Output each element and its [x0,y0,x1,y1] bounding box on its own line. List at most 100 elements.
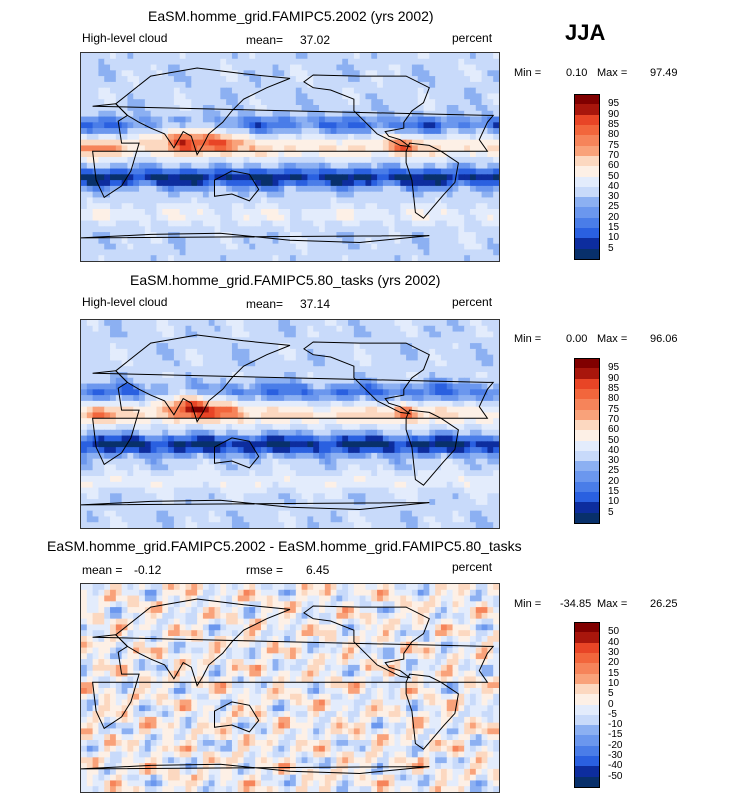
field-cell [92,372,100,379]
field-cell [208,64,216,71]
field-cell [237,93,245,100]
field-cell [400,493,407,500]
field-cell [144,424,152,431]
field-cell [446,139,454,147]
field-cell [469,424,477,431]
colorbar-swatch [574,176,600,188]
field-cell [330,180,338,187]
field-cell [162,354,169,362]
field-cell [440,255,448,261]
field-cell [115,429,123,437]
field-cell [307,487,314,494]
field-cell [324,185,332,193]
field-cell [284,81,291,89]
field-cell [139,99,146,106]
field-cell [231,447,239,454]
field-cell [301,348,309,356]
field-cell [278,435,285,442]
field-cell [313,412,320,419]
field-cell [173,203,181,210]
field-cell [179,226,187,233]
field-cell [330,360,338,367]
field-cell [81,470,88,477]
field-cell [290,58,297,66]
field-cell [429,116,436,123]
field-cell [179,122,187,129]
field-cell [115,337,123,344]
field-cell [394,93,401,100]
field-cell [290,174,297,181]
field-cell [202,237,210,245]
field-cell [179,81,187,89]
field-cell [295,191,303,199]
field-cell [272,237,279,245]
field-cell [121,87,129,95]
field-cell [226,348,233,356]
field-cell [377,145,384,152]
field-cell [179,220,187,227]
field-cell [214,343,221,350]
field-cell [377,116,384,123]
field-cell [162,360,169,367]
field-cell [191,70,198,77]
field-cell [417,435,425,442]
field-cell [359,133,367,141]
field-cell [249,168,256,175]
field-cell [469,232,477,239]
field-cell [121,348,129,356]
field-cell [359,145,367,152]
field-cell [324,487,332,494]
field-cell [371,116,378,123]
field-cell [110,337,117,344]
field-cell [359,481,367,489]
field-cell [377,232,384,239]
field-cell [278,504,285,512]
field-cell [290,325,297,333]
field-cell [307,354,314,362]
field-cell [162,441,169,448]
field-cell [348,389,355,396]
field-cell [92,180,100,187]
field-cell [197,447,204,454]
field-cell [98,476,105,483]
field-cell [377,81,384,89]
field-cell [388,476,396,483]
field-cell [86,458,94,466]
field-cell [400,320,407,327]
field-cell [81,157,88,164]
field-cell [110,209,117,216]
field-cell [110,157,117,164]
field-cell [313,64,320,71]
field-cell [104,226,111,233]
field-cell [226,481,233,489]
field-cell [202,87,210,95]
field-cell [348,447,355,454]
field-cell [272,395,279,402]
field-cell [110,383,117,390]
field-cell [133,487,140,494]
field-cell [162,232,169,239]
field-cell [440,58,448,66]
field-cell [104,81,111,89]
field-cell [469,174,477,181]
field-cell [266,64,274,71]
field-cell [429,197,436,204]
field-cell [330,320,338,327]
field-cell [266,128,274,135]
field-cell [139,209,146,216]
field-cell [185,406,192,414]
field-cell [359,320,367,327]
field-cell [336,429,343,437]
field-cell [313,185,320,193]
field-cell [220,412,227,419]
field-cell [452,99,459,106]
field-cell [475,348,483,356]
field-cell [156,325,163,333]
field-cell [144,191,152,199]
field-cell [220,64,227,71]
field-cell [394,400,401,408]
field-cell [411,116,419,123]
field-cell [348,243,355,251]
field-cell [121,481,129,489]
field-cell [243,116,250,123]
